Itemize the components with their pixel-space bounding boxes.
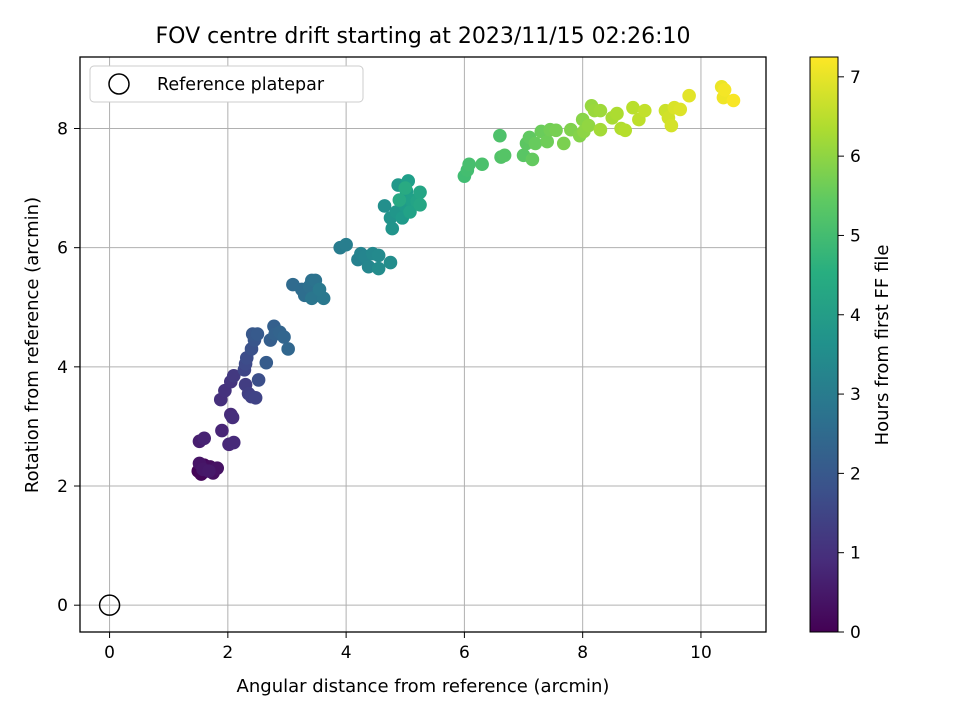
colorbar-tick-label: 3 bbox=[850, 385, 861, 405]
data-point bbox=[682, 88, 696, 103]
data-point bbox=[383, 255, 398, 270]
data-point bbox=[215, 423, 229, 438]
x-tick-label: 2 bbox=[222, 643, 233, 663]
data-point bbox=[726, 93, 741, 108]
colorbar-tick-label: 4 bbox=[850, 306, 861, 326]
x-tick-label: 4 bbox=[341, 643, 352, 663]
grid-lines bbox=[80, 57, 766, 632]
data-point bbox=[497, 148, 512, 163]
x-tick-label: 10 bbox=[690, 643, 712, 663]
x-axis-label: Angular distance from reference (arcmin) bbox=[237, 676, 610, 697]
data-point bbox=[202, 464, 216, 478]
y-axis-ticks: 0 2 4 6 8 bbox=[57, 120, 80, 616]
colorbar-tick-label: 5 bbox=[850, 226, 861, 246]
data-point bbox=[618, 123, 633, 138]
data-point bbox=[226, 368, 241, 383]
data-point bbox=[197, 431, 211, 446]
data-point bbox=[251, 373, 266, 387]
data-point bbox=[475, 157, 489, 172]
y-tick-label: 8 bbox=[57, 120, 68, 140]
data-point bbox=[371, 261, 386, 276]
data-point bbox=[664, 118, 679, 133]
data-point bbox=[377, 199, 392, 213]
x-axis-ticks: 0 2 4 6 8 10 bbox=[104, 632, 712, 663]
colorbar-ticks: 0 1 2 3 4 5 6 7 bbox=[838, 68, 861, 643]
data-point bbox=[637, 103, 652, 118]
colorbar-tick-label: 1 bbox=[850, 544, 861, 564]
data-point bbox=[413, 197, 427, 212]
data-point bbox=[581, 118, 596, 133]
data-point bbox=[403, 205, 417, 219]
data-point bbox=[392, 193, 407, 207]
data-point bbox=[398, 181, 413, 195]
data-point bbox=[528, 136, 543, 151]
data-point bbox=[225, 410, 240, 425]
data-point bbox=[717, 82, 732, 97]
data-point bbox=[549, 123, 563, 138]
data-point bbox=[556, 136, 571, 151]
reference-marker bbox=[98, 594, 121, 616]
colorbar-tick-label: 0 bbox=[850, 623, 861, 643]
colorbar-tick-label: 6 bbox=[850, 147, 861, 167]
data-point bbox=[525, 152, 540, 167]
data-point bbox=[259, 355, 274, 370]
y-axis-label: Rotation from reference (arcmin) bbox=[22, 197, 43, 493]
y-tick-label: 2 bbox=[57, 477, 68, 497]
x-tick-label: 6 bbox=[459, 643, 470, 663]
data-point bbox=[361, 259, 376, 274]
legend-marker-icon bbox=[108, 73, 130, 95]
data-point bbox=[312, 282, 327, 297]
data-point bbox=[413, 185, 427, 200]
colorbar-tick-label: 2 bbox=[850, 464, 861, 484]
colorbar-gradient bbox=[809, 56, 839, 633]
data-point bbox=[593, 103, 608, 118]
data-point bbox=[248, 391, 263, 405]
data-point bbox=[226, 435, 241, 450]
data-point bbox=[339, 237, 353, 252]
data-point bbox=[371, 248, 386, 263]
legend: Reference platepar bbox=[89, 65, 364, 103]
x-tick-label: 8 bbox=[577, 643, 588, 663]
data-point bbox=[305, 291, 319, 306]
data-point bbox=[250, 327, 265, 341]
data-point bbox=[493, 128, 507, 143]
data-point bbox=[385, 221, 400, 236]
legend-box bbox=[89, 65, 364, 103]
legend-entry-label: Reference platepar bbox=[157, 75, 325, 95]
chart-title: FOV centre drift starting at 2023/11/15 … bbox=[156, 24, 691, 49]
data-point bbox=[610, 106, 624, 121]
data-points bbox=[191, 79, 741, 481]
y-tick-label: 0 bbox=[57, 596, 68, 616]
colorbar: 0 1 2 3 4 5 6 7 Hours from first FF file bbox=[809, 56, 893, 643]
colorbar-tick-label: 7 bbox=[850, 68, 861, 88]
reference-platepar-marker bbox=[98, 594, 121, 616]
plot-frame bbox=[79, 56, 767, 633]
colorbar-label: Hours from first FF file bbox=[872, 245, 893, 446]
data-point bbox=[540, 134, 554, 149]
data-point bbox=[593, 122, 608, 137]
x-tick-label: 0 bbox=[104, 643, 115, 663]
data-point bbox=[277, 330, 291, 344]
y-tick-label: 4 bbox=[57, 358, 68, 378]
data-point bbox=[626, 100, 640, 115]
data-point bbox=[462, 157, 476, 172]
y-tick-label: 6 bbox=[57, 239, 68, 259]
data-point bbox=[673, 102, 688, 117]
data-point bbox=[281, 342, 295, 356]
